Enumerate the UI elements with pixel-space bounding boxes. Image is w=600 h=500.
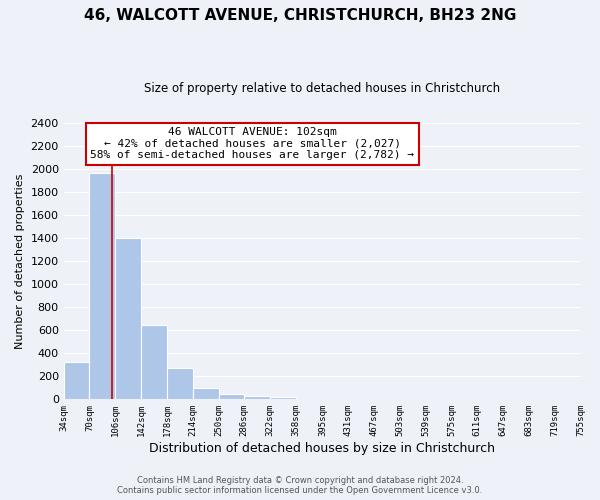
X-axis label: Distribution of detached houses by size in Christchurch: Distribution of detached houses by size …: [149, 442, 495, 455]
Bar: [167, 368, 193, 400]
Bar: [270, 397, 296, 400]
Text: Contains HM Land Registry data © Crown copyright and database right 2024.
Contai: Contains HM Land Registry data © Crown c…: [118, 476, 482, 495]
Bar: [115, 238, 141, 400]
Y-axis label: Number of detached properties: Number of detached properties: [15, 174, 25, 349]
Title: Size of property relative to detached houses in Christchurch: Size of property relative to detached ho…: [144, 82, 500, 96]
Bar: [218, 394, 244, 400]
Bar: [193, 388, 218, 400]
Bar: [89, 172, 115, 400]
Bar: [244, 396, 270, 400]
Bar: [141, 324, 167, 400]
Text: 46 WALCOTT AVENUE: 102sqm
← 42% of detached houses are smaller (2,027)
58% of se: 46 WALCOTT AVENUE: 102sqm ← 42% of detac…: [91, 127, 415, 160]
Text: 46, WALCOTT AVENUE, CHRISTCHURCH, BH23 2NG: 46, WALCOTT AVENUE, CHRISTCHURCH, BH23 2…: [84, 8, 516, 22]
Bar: [64, 362, 89, 400]
